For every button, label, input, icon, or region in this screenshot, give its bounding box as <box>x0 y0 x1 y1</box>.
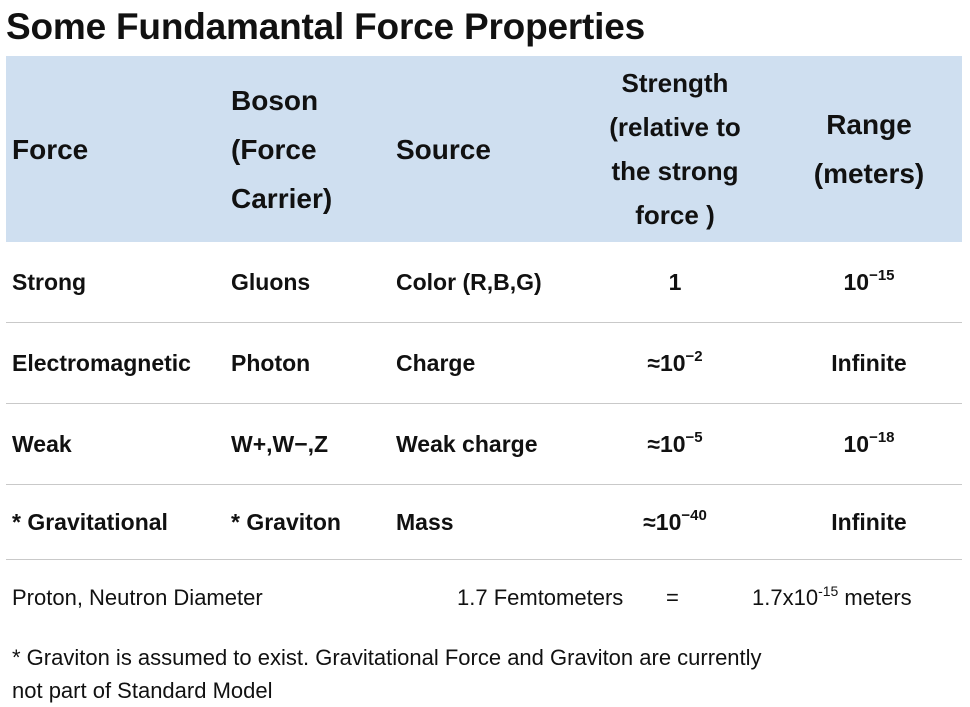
cell-source: Mass <box>390 484 574 560</box>
table-row: Strong Gluons Color (R,B,G) 1 10−15 <box>6 242 962 323</box>
cell-boson: Gluons <box>225 242 390 323</box>
footnote-line1: * Graviton is assumed to exist. Gravitat… <box>12 645 762 670</box>
range-exponent: −18 <box>869 428 895 446</box>
header-strength-line4: force ) <box>635 200 715 230</box>
table-row: Electromagnetic Photon Charge ≈10−2 Infi… <box>6 322 962 404</box>
cell-boson: W+,W−,Z <box>225 403 390 485</box>
strength-base: ≈10 <box>647 430 686 457</box>
header-force: Force <box>6 56 225 242</box>
table-header-row: Force Boson (Force Carrier) Source Stren… <box>6 56 962 242</box>
force-properties-table: Force Boson (Force Carrier) Source Stren… <box>6 56 962 560</box>
cell-source: Charge <box>390 322 574 404</box>
header-strength-line1: Strength <box>621 68 729 98</box>
header-strength-line2: (relative to <box>609 112 741 142</box>
header-boson-line1: Boson <box>231 84 319 116</box>
cell-strength: ≈10−40 <box>574 484 776 560</box>
header-range: Range (meters) <box>776 56 962 242</box>
header-strength: Strength (relative to the strong force ) <box>574 56 776 242</box>
header-boson-line2: (Force <box>231 133 317 165</box>
header-source: Source <box>390 56 574 242</box>
header-boson: Boson (Force Carrier) <box>225 56 390 242</box>
page-title: Some Fundamantal Force Properties <box>6 6 646 47</box>
strength-exponent: −5 <box>685 428 703 446</box>
strength-exponent: −40 <box>681 506 707 524</box>
cell-strength: ≈10−2 <box>574 322 776 404</box>
cell-force: Weak <box>6 403 225 485</box>
meters-unit: meters <box>838 585 912 610</box>
header-boson-line3: Carrier) <box>231 182 333 214</box>
cell-boson: Photon <box>225 322 390 404</box>
range-base: 10 <box>843 430 870 457</box>
proton-diameter-meters: 1.7x10-15 meters <box>752 583 912 611</box>
header-force-label: Force <box>12 133 89 165</box>
header-strength-line3: the strong <box>611 156 739 186</box>
table-row: * Gravitational * Graviton Mass ≈10−40 I… <box>6 484 962 560</box>
range-base: 10 <box>843 268 870 295</box>
header-source-label: Source <box>396 133 491 165</box>
header-range-line1: Range <box>826 109 912 140</box>
footnote: * Graviton is assumed to exist. Gravitat… <box>12 641 912 707</box>
cell-source: Weak charge <box>390 403 574 485</box>
header-range-line2: (meters) <box>813 158 925 189</box>
cell-source: Color (R,B,G) <box>390 242 574 323</box>
strength-exponent: −2 <box>685 347 703 365</box>
table-row: Weak W+,W−,Z Weak charge ≈10−5 10−18 <box>6 403 962 485</box>
cell-strength: ≈10−5 <box>574 403 776 485</box>
strength-base: ≈10 <box>643 508 682 535</box>
proton-diameter-label: Proton, Neutron Diameter <box>12 585 263 610</box>
range-exponent: −15 <box>869 266 895 284</box>
footnote-line2: not part of Standard Model <box>12 678 273 703</box>
cell-range: 10−15 <box>776 242 962 323</box>
meters-base: 1.7x10 <box>752 585 819 610</box>
cell-boson: * Graviton <box>225 484 390 560</box>
cell-force: Electromagnetic <box>6 322 225 404</box>
cell-force: Strong <box>6 242 225 323</box>
cell-strength: 1 <box>574 242 776 323</box>
strength-base: ≈10 <box>647 349 686 376</box>
cell-range: 10−18 <box>776 403 962 485</box>
cell-force: * Gravitational <box>6 484 225 560</box>
proton-diameter-value: 1.7 Femtometers <box>457 585 624 610</box>
strength-value: 1 <box>668 268 682 295</box>
cell-range: Infinite <box>776 322 962 404</box>
meters-exponent: -15 <box>818 583 839 599</box>
cell-range: Infinite <box>776 484 962 560</box>
equals-sign: = <box>666 585 679 610</box>
